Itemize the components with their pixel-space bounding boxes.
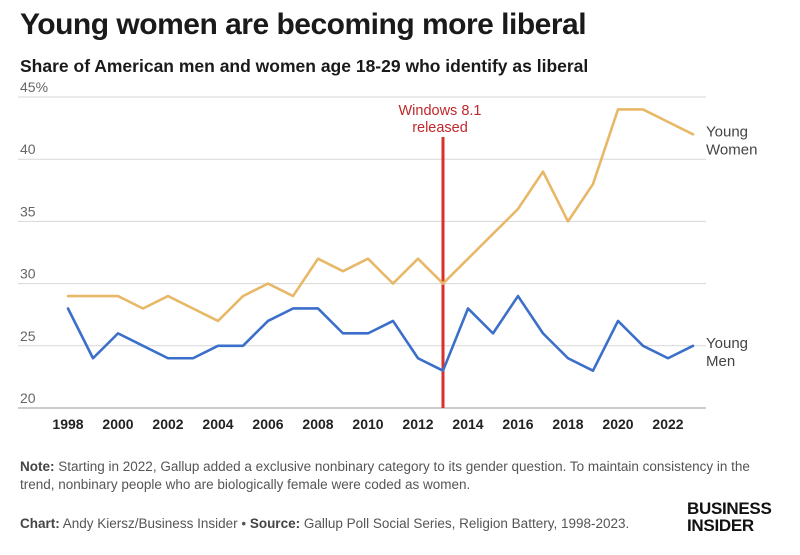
y-tick-label: 20 — [20, 390, 36, 406]
business-insider-logo: BUSINESS INSIDER — [687, 500, 779, 534]
chart-title: Young women are becoming more liberal — [20, 8, 587, 41]
x-tick-label: 2004 — [202, 416, 233, 432]
chart-subtitle: Share of American men and women age 18-2… — [20, 56, 589, 76]
source-text: Gallup Poll Social Series, Religion Batt… — [300, 516, 630, 531]
x-axis-ticks: 1998 2000 2002 2004 2006 2008 2010 2012 2014 2016… — [52, 416, 683, 432]
series-line-young-men — [66, 294, 695, 372]
note-text: Starting in 2022, Gallup added a exclusi… — [20, 459, 750, 492]
logo-line-1: BUSINESS — [687, 499, 772, 518]
note-label: Note: — [20, 459, 55, 474]
x-tick-label: 1998 — [52, 416, 83, 432]
y-tick-label: 35 — [20, 203, 36, 219]
series-lines — [66, 108, 695, 372]
x-tick-label: 2022 — [652, 416, 683, 432]
series-label-young-women: Young — [706, 123, 748, 140]
annotation-text: released — [412, 120, 468, 136]
line-chart: 45% 40 35 30 25 20 1998 2000 2002 2004 2006 2008 20… — [18, 79, 757, 432]
x-tick-label: 2014 — [452, 416, 483, 432]
x-tick-label: 2012 — [402, 416, 433, 432]
series-label-young-men: Young — [706, 335, 748, 352]
y-axis-ticks: 45% 40 35 30 25 20 — [20, 79, 48, 406]
x-tick-label: 2000 — [102, 416, 133, 432]
x-tick-label: 2008 — [302, 416, 333, 432]
series-line-young-women — [66, 108, 695, 323]
chart-credit: Chart: Andy Kiersz/Business Insider • So… — [20, 516, 629, 531]
logo-line-2: INSIDER — [687, 516, 754, 535]
annotation-text: Windows 8.1 — [398, 103, 481, 119]
x-tick-label: 2010 — [352, 416, 383, 432]
series-label-young-women: Women — [706, 141, 757, 158]
x-tick-label: 2020 — [602, 416, 633, 432]
chart-note: Note: Starting in 2022, Gallup added a e… — [20, 458, 780, 494]
chart-credit-text: Andy Kiersz/Business Insider • — [59, 516, 250, 531]
x-tick-label: 2018 — [552, 416, 583, 432]
y-tick-label: 30 — [20, 266, 36, 282]
y-tick-label: 25 — [20, 328, 36, 344]
x-tick-label: 2002 — [152, 416, 183, 432]
gridlines — [18, 96, 706, 409]
y-tick-label: 40 — [20, 141, 36, 157]
x-tick-label: 2006 — [252, 416, 283, 432]
series-label-young-men: Men — [706, 353, 735, 370]
chart-credit-label: Chart: — [20, 516, 60, 531]
source-label: Source: — [249, 516, 301, 531]
x-tick-label: 2016 — [502, 416, 533, 432]
y-tick-label: 45% — [20, 79, 48, 95]
